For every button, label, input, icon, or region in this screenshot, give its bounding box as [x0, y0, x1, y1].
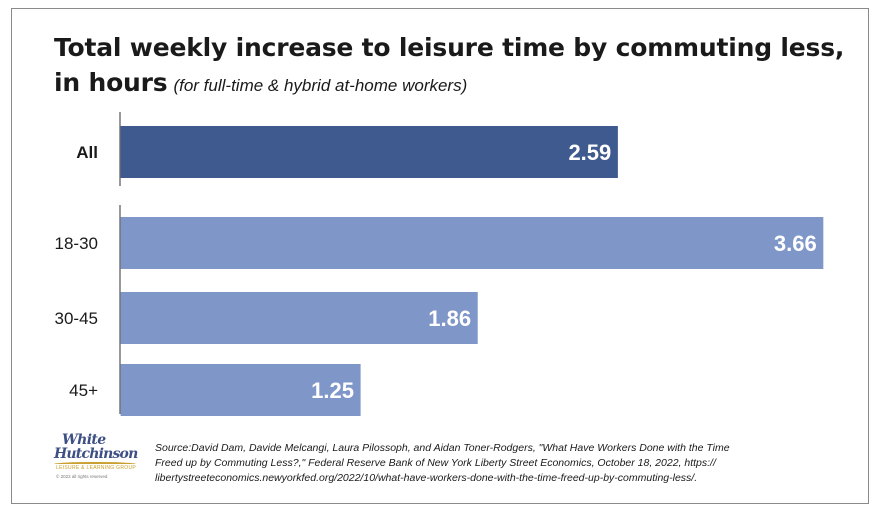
category-label-45-plus: 45+	[69, 381, 98, 400]
bar-30-45	[120, 292, 478, 344]
bar-45-plus	[120, 364, 361, 416]
source-line-1: Source:David Dam, Davide Melcangi, Laura…	[155, 442, 730, 454]
logo-rights: © 2022 all rights reserved	[56, 474, 108, 479]
title-line-1: Total weekly increase to leisure time by…	[54, 33, 845, 62]
value-label-45-plus: 1.25	[311, 378, 354, 403]
source-line-2: Freed up by Commuting Less?," Federal Re…	[155, 457, 716, 469]
white-hutchinson-logo: White Hutchinson LEISURE & LEARNING GROU…	[52, 432, 142, 484]
value-label-30-45: 1.86	[428, 306, 471, 331]
title-line-2-text: in hours	[54, 68, 168, 97]
logo-word-white: White	[62, 432, 106, 448]
category-label-18-30: 18-30	[55, 234, 98, 253]
category-label-30-45: 30-45	[55, 309, 98, 328]
logo-tagline: LEISURE & LEARNING GROUP	[56, 465, 136, 471]
category-label-all: All	[76, 143, 98, 162]
bar-all	[120, 126, 618, 178]
logo-swoosh	[54, 462, 136, 466]
chart-subtitle: (for full-time & hybrid at-home workers)	[173, 76, 468, 95]
bar-18-30	[120, 217, 824, 269]
logo-word-hutchinson: Hutchinson	[54, 446, 138, 462]
source-note: Source:David Dam, Davide Melcangi, Laura…	[155, 441, 845, 486]
chart-title: Total weekly increase to leisure time by…	[54, 30, 854, 103]
value-label-all: 2.59	[568, 140, 611, 165]
value-label-18-30: 3.66	[774, 231, 817, 256]
title-line-2: in hours (for full-time & hybrid at-home …	[54, 65, 854, 103]
source-line-3: libertystreeteconomics.newyorkfed.org/20…	[155, 472, 698, 484]
